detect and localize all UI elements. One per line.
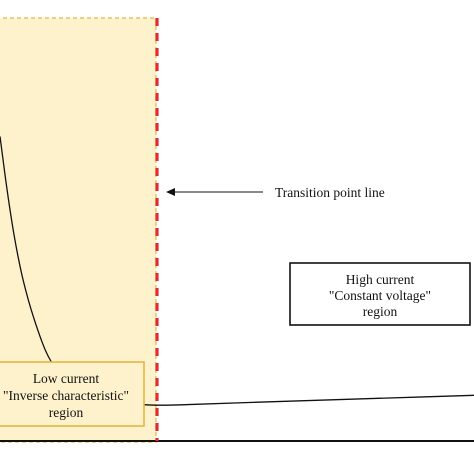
- low-current-label-line2: "Inverse characteristic": [3, 388, 129, 403]
- high-current-label-line1: High current: [346, 272, 415, 287]
- transition-label: Transition point line: [275, 185, 385, 200]
- high-current-label-line2: "Constant voltage": [329, 288, 431, 303]
- low-current-label-line1: Low current: [33, 371, 100, 386]
- high-current-label-line3: region: [363, 304, 398, 319]
- transition-arrow: [166, 188, 263, 196]
- low-current-label-box: [0, 361, 145, 427]
- low-current-label-line3: region: [49, 405, 84, 420]
- high-current-label-box: [289, 262, 471, 326]
